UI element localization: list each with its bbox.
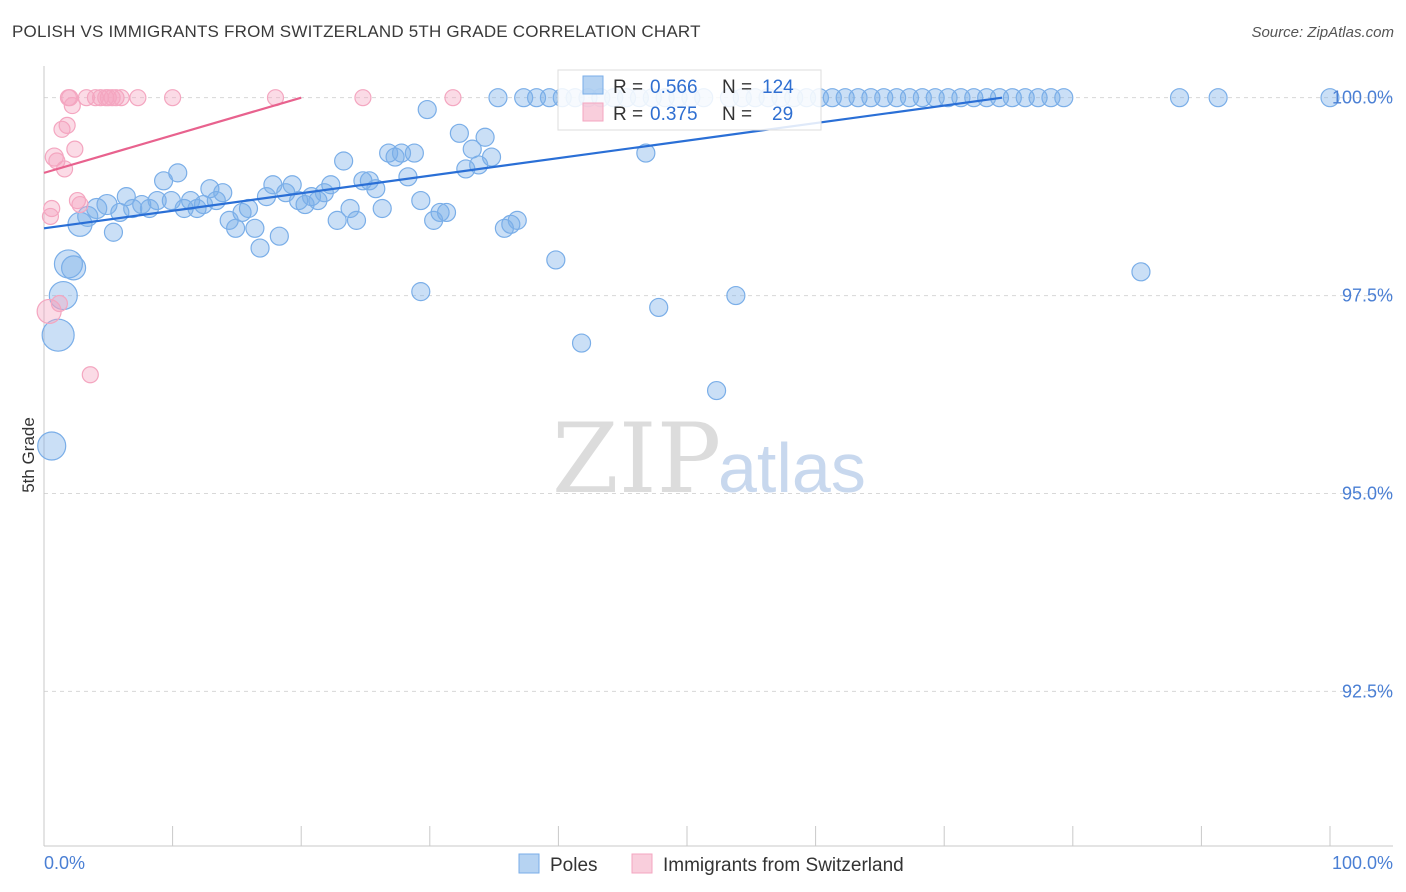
poles-point xyxy=(1169,88,1190,108)
stats-r-label-switzerland: R = xyxy=(613,104,643,125)
poles-point xyxy=(116,187,136,207)
poles-point xyxy=(1131,262,1151,282)
watermark-zip: ZIP xyxy=(552,403,721,515)
poles-point xyxy=(1320,88,1340,108)
poles-point xyxy=(168,163,188,183)
poles-point xyxy=(269,226,289,246)
stats-n-label-switzerland: N = xyxy=(722,104,752,125)
poles-point xyxy=(314,183,334,203)
switzerland-point xyxy=(43,199,61,218)
stats-n-value-switzerland: 29 xyxy=(772,104,793,125)
poles-point xyxy=(404,143,424,163)
stats-n-value-poles: 124 xyxy=(762,77,794,98)
poles-point xyxy=(200,179,220,199)
poles-point xyxy=(449,123,469,143)
poles-point xyxy=(327,210,347,230)
legend-swatch-poles xyxy=(518,853,540,874)
poles-point xyxy=(436,202,457,223)
poles-point xyxy=(48,280,78,311)
trend-lines xyxy=(43,96,1003,230)
poles-point xyxy=(571,333,592,353)
poles-trend-line xyxy=(43,96,1003,230)
poles-point xyxy=(334,151,354,171)
stats-r-value-poles: 0.566 xyxy=(650,77,698,98)
watermark: ZIP atlas xyxy=(552,403,866,515)
switzerland-point xyxy=(112,89,130,107)
y-tick-label: 92.5% xyxy=(1342,681,1393,701)
poles-point xyxy=(340,198,360,219)
poles-point xyxy=(41,318,75,352)
stats-legend: R = 0.566 N = 124 R = 0.375 N = 29 xyxy=(557,69,822,131)
poles-point xyxy=(488,88,508,108)
tick-labels: 100.0% 97.5% 95.0% 92.5% 0.0% 100.0% xyxy=(44,88,1393,873)
switzerland-trend-line xyxy=(43,96,302,174)
poles-point xyxy=(636,143,656,163)
legend-swatch-switzerland xyxy=(631,853,653,874)
poles-point xyxy=(1208,88,1228,108)
poles-point xyxy=(295,194,315,215)
stats-swatch-switzerland xyxy=(582,102,604,122)
poles-point xyxy=(1054,88,1074,108)
switzerland-point xyxy=(129,89,147,107)
switzerland-point xyxy=(354,89,372,107)
switzerland-point xyxy=(107,89,125,107)
y-axis-title: 5th Grade xyxy=(19,417,38,493)
switzerland-point xyxy=(63,96,81,115)
axes xyxy=(43,66,1393,847)
switzerland-point xyxy=(77,89,96,107)
poles-point xyxy=(475,127,495,147)
x-tick-label-max: 100.0% xyxy=(1332,853,1393,873)
legend-label-poles: Poles xyxy=(550,855,598,876)
poles-point xyxy=(37,431,67,461)
chart-title: POLISH VS IMMIGRANTS FROM SWITZERLAND 5T… xyxy=(12,22,701,41)
poles-point xyxy=(649,297,669,318)
source-label: Source: ZipAtlas.com xyxy=(1251,24,1394,41)
stats-n-label-poles: N = xyxy=(722,77,752,98)
y-tick-label: 100.0% xyxy=(1332,88,1393,108)
poles-point xyxy=(245,218,265,238)
bottom-legend: Poles Immigrants from Switzerland xyxy=(518,853,904,876)
switzerland-point xyxy=(50,294,69,313)
stats-r-value-switzerland: 0.375 xyxy=(650,104,698,125)
y-tick-label: 97.5% xyxy=(1342,286,1393,306)
poles-point xyxy=(706,380,727,401)
poles-point xyxy=(546,250,566,270)
poles-point xyxy=(726,285,746,306)
poles-point xyxy=(430,202,450,223)
poles-point xyxy=(181,190,201,211)
poles-point xyxy=(507,210,527,230)
x-tick-label-min: 0.0% xyxy=(44,853,85,873)
switzerland-point xyxy=(66,140,84,158)
switzerland-point xyxy=(58,116,76,134)
poles-point xyxy=(103,222,124,242)
watermark-atlas: atlas xyxy=(718,429,866,507)
poles-point xyxy=(481,147,502,167)
switzerland-point xyxy=(444,89,462,107)
switzerland-point xyxy=(103,89,121,107)
switzerland-point xyxy=(71,195,89,214)
switzerland-point xyxy=(164,89,182,107)
poles-point xyxy=(60,255,87,281)
y-tick-label: 95.0% xyxy=(1342,484,1393,504)
switzerland-point xyxy=(59,89,78,107)
stats-r-label-poles: R = xyxy=(613,77,643,98)
poles-point xyxy=(411,190,431,211)
stats-swatch-poles xyxy=(582,75,604,95)
poles-point xyxy=(372,198,392,219)
poles-point xyxy=(147,190,167,211)
poles-point xyxy=(411,282,431,302)
poles-point xyxy=(417,99,437,120)
poles-point xyxy=(346,210,367,230)
switzerland-point xyxy=(81,366,99,384)
poles-point xyxy=(250,238,270,258)
poles-point xyxy=(213,183,233,203)
poles-point xyxy=(96,193,118,216)
switzerland-points xyxy=(36,89,462,384)
legend-label-switzerland: Immigrants from Switzerland xyxy=(663,855,904,876)
